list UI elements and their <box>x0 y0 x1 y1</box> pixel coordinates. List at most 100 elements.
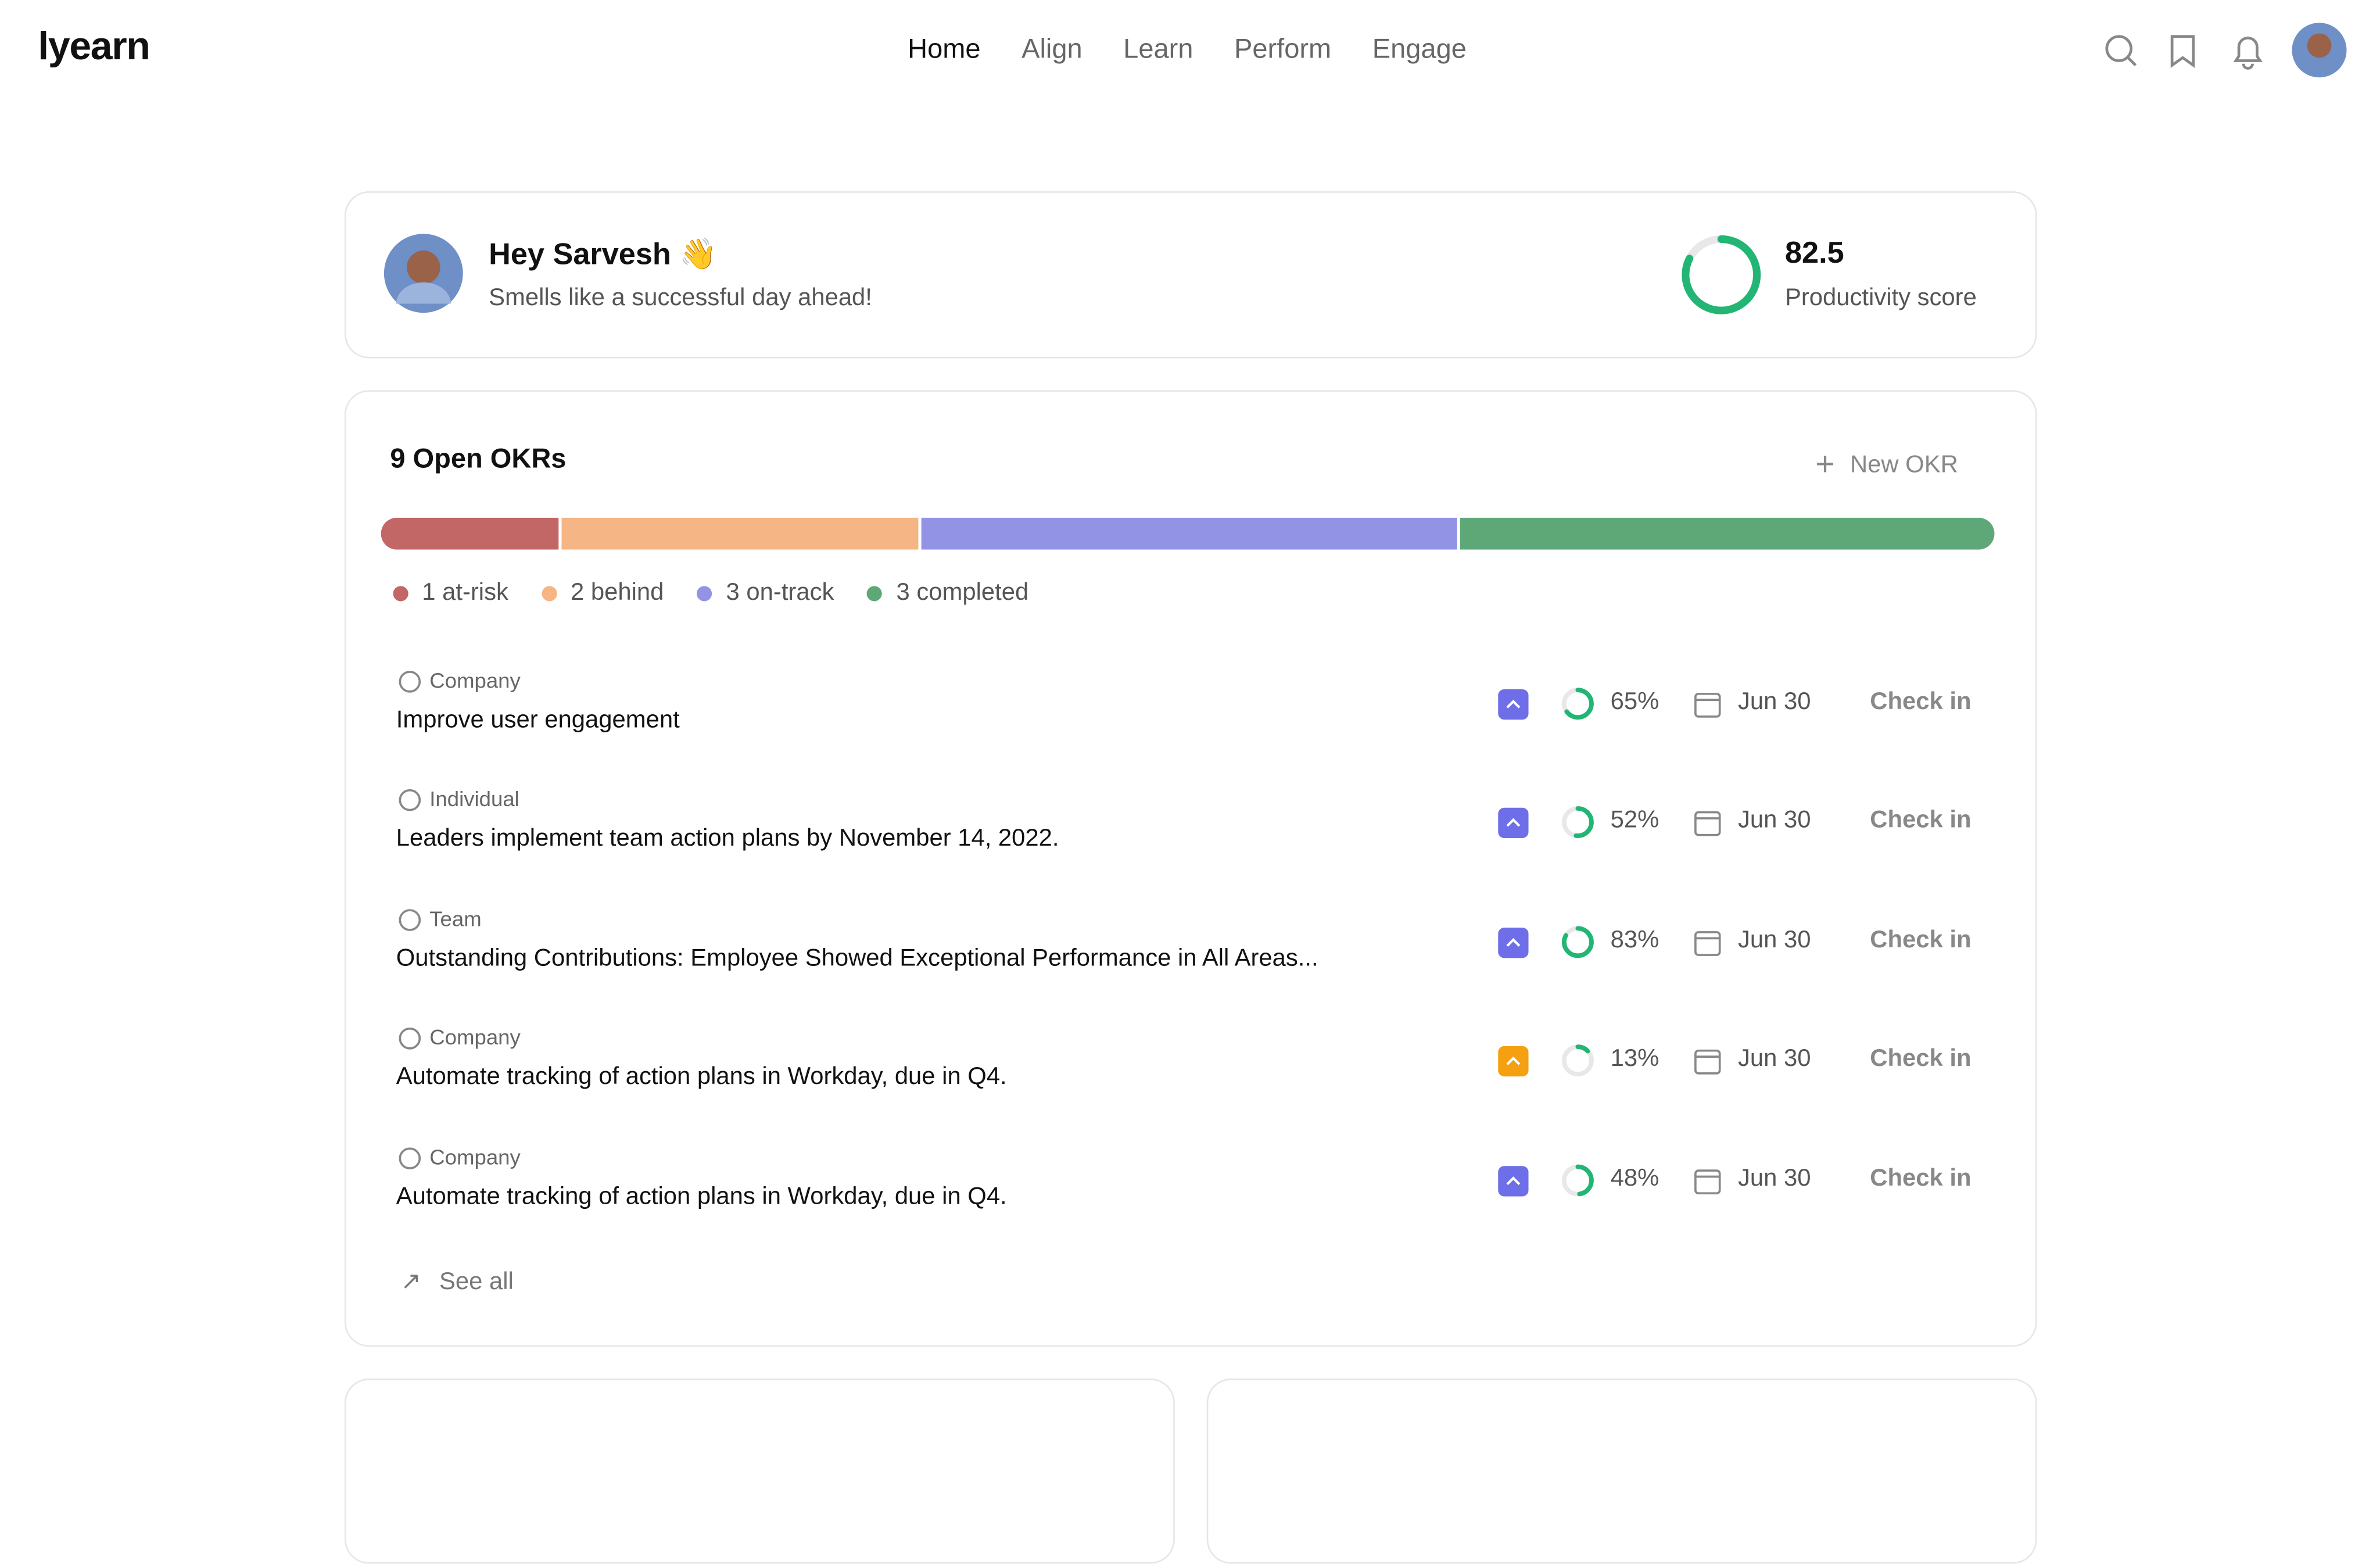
legend-label: behind <box>590 579 664 606</box>
app: lyearn Home Align Learn Perform Engage Hey S… <box>38 23 2347 1564</box>
nav-item[interactable]: Align <box>1021 33 1083 64</box>
see-all-link[interactable]: ↗ See all <box>400 1269 514 1295</box>
priority-badge <box>1498 927 1529 958</box>
legend-dot <box>542 586 557 602</box>
calendar-shape <box>1694 692 1721 718</box>
due-date: Jun 30 <box>1738 689 1811 715</box>
widget-card <box>1206 1378 2037 1564</box>
calendar-shape <box>1694 811 1721 837</box>
progress-label: 83% <box>1610 927 1659 953</box>
greeting-card: Hey Sarvesh 👋 Smells like a successful d… <box>344 191 2037 359</box>
score-value: 82.5 <box>1784 237 1844 270</box>
type-icon <box>399 908 421 931</box>
progress-ring <box>1561 925 1594 958</box>
status-legend: 1 at-risk 2 behind 3 on-track 3 completed <box>393 580 1028 607</box>
legend-dot <box>697 586 712 602</box>
progress-label: 13% <box>1610 1046 1659 1072</box>
type-icon <box>399 789 421 812</box>
okr-type: Individual <box>429 787 519 811</box>
due-date: Jun 30 <box>1738 1046 1811 1072</box>
legend-item: 1 at-risk <box>393 580 508 607</box>
check-in-button[interactable]: Check in <box>1870 927 1972 953</box>
priority-arrow <box>1506 937 1521 947</box>
okr-row[interactable]: Company Automate tracking of action plans… <box>346 1141 2035 1247</box>
okr-type: Team <box>429 906 482 930</box>
nav-item[interactable]: Home <box>908 33 981 64</box>
type-icon <box>399 1028 421 1050</box>
greeting-title: Hey Sarvesh 👋 <box>489 238 718 272</box>
due-date: Jun 30 <box>1738 1165 1811 1191</box>
progress-label: 65% <box>1610 689 1659 715</box>
progress-ring <box>1561 1164 1594 1196</box>
nav-item[interactable]: Perform <box>1234 33 1332 64</box>
status-segment <box>381 517 560 550</box>
legend-count: 3 <box>896 579 910 606</box>
see-all-text: See all <box>439 1269 514 1295</box>
priority-badge <box>1498 689 1529 720</box>
okr-title: 9 Open OKRs <box>390 443 567 474</box>
legend-text: 3 completed <box>896 580 1028 607</box>
okr-row[interactable]: Company Automate tracking of action plans… <box>346 1022 2035 1129</box>
okr-title: Improve user engagement <box>396 707 680 733</box>
legend-label: completed <box>916 579 1029 606</box>
search-icon[interactable] <box>2105 35 2132 62</box>
legend-text: 2 behind <box>571 580 664 607</box>
due-date: Jun 30 <box>1738 808 1811 835</box>
priority-badge <box>1498 1046 1529 1077</box>
okr-title: Automate tracking of action plans in Wor… <box>396 1064 1007 1091</box>
type-icon <box>399 1147 421 1169</box>
header-icons <box>2105 23 2347 78</box>
priority-box <box>1498 808 1529 839</box>
legend-count: 2 <box>570 579 585 606</box>
okr-title: Leaders implement team action plans by N… <box>396 826 1059 853</box>
check-in-button[interactable]: Check in <box>1870 1165 1972 1191</box>
legend-count: 3 <box>726 579 740 606</box>
okr-row[interactable]: Team Outstanding Contributions: Employee … <box>346 903 2035 1010</box>
progress-ring <box>1561 688 1594 720</box>
type-icon-shape <box>399 908 421 931</box>
okr-card: 9 Open OKRs + New OKR 1 at-risk 2 behind 3 … <box>344 390 2037 1347</box>
bell-icon[interactable] <box>2233 37 2263 70</box>
calendar-icon <box>1694 811 1721 837</box>
priority-badge <box>1498 1165 1529 1196</box>
priority-badge <box>1498 808 1529 839</box>
check-in-button[interactable]: Check in <box>1870 1046 1972 1072</box>
calendar-shape <box>1694 930 1721 956</box>
type-icon-shape <box>399 671 421 693</box>
ring-progress <box>1561 688 1594 720</box>
status-bar <box>381 517 1995 550</box>
calendar-icon <box>1694 930 1721 956</box>
legend-text: 3 on-track <box>726 580 834 607</box>
progress-label: 52% <box>1610 808 1659 835</box>
calendar-icon <box>1694 1050 1721 1075</box>
progress-label: 48% <box>1610 1165 1659 1191</box>
priority-arrow <box>1506 1057 1521 1066</box>
logo[interactable]: lyearn <box>38 23 150 69</box>
widget-card <box>344 1378 1175 1564</box>
priority-arrow <box>1506 1176 1521 1184</box>
legend-item: 3 on-track <box>697 580 834 607</box>
ring-progress <box>1561 1044 1594 1077</box>
check-in-button[interactable]: Check in <box>1870 689 1972 715</box>
status-segment <box>1460 517 1995 550</box>
score-label: Productivity score <box>1784 285 1977 312</box>
legend-item: 3 completed <box>867 580 1028 607</box>
check-in-button[interactable]: Check in <box>1870 808 1972 835</box>
bookmark-icon[interactable] <box>2170 35 2195 68</box>
okr-row[interactable]: Individual Leaders implement team action … <box>346 784 2035 890</box>
priority-box <box>1498 1165 1529 1196</box>
nav-item[interactable]: Engage <box>1372 33 1467 64</box>
type-icon-shape <box>399 1147 421 1169</box>
nav-item[interactable]: Learn <box>1123 33 1193 64</box>
priority-arrow <box>1506 699 1521 708</box>
okr-row[interactable]: Company Improve user engagement 65% Jun 30 C… <box>346 665 2035 771</box>
calendar-shape <box>1694 1050 1721 1075</box>
priority-arrow <box>1506 818 1521 828</box>
okr-type: Company <box>429 1025 521 1050</box>
new-okr-text: New OKR <box>1849 452 1958 478</box>
progress-ring <box>1561 1044 1594 1077</box>
new-okr-button[interactable]: + New OKR <box>1815 445 1958 483</box>
legend-dot <box>393 586 408 602</box>
okr-type: Company <box>429 1144 521 1169</box>
calendar-shape <box>1694 1169 1721 1194</box>
